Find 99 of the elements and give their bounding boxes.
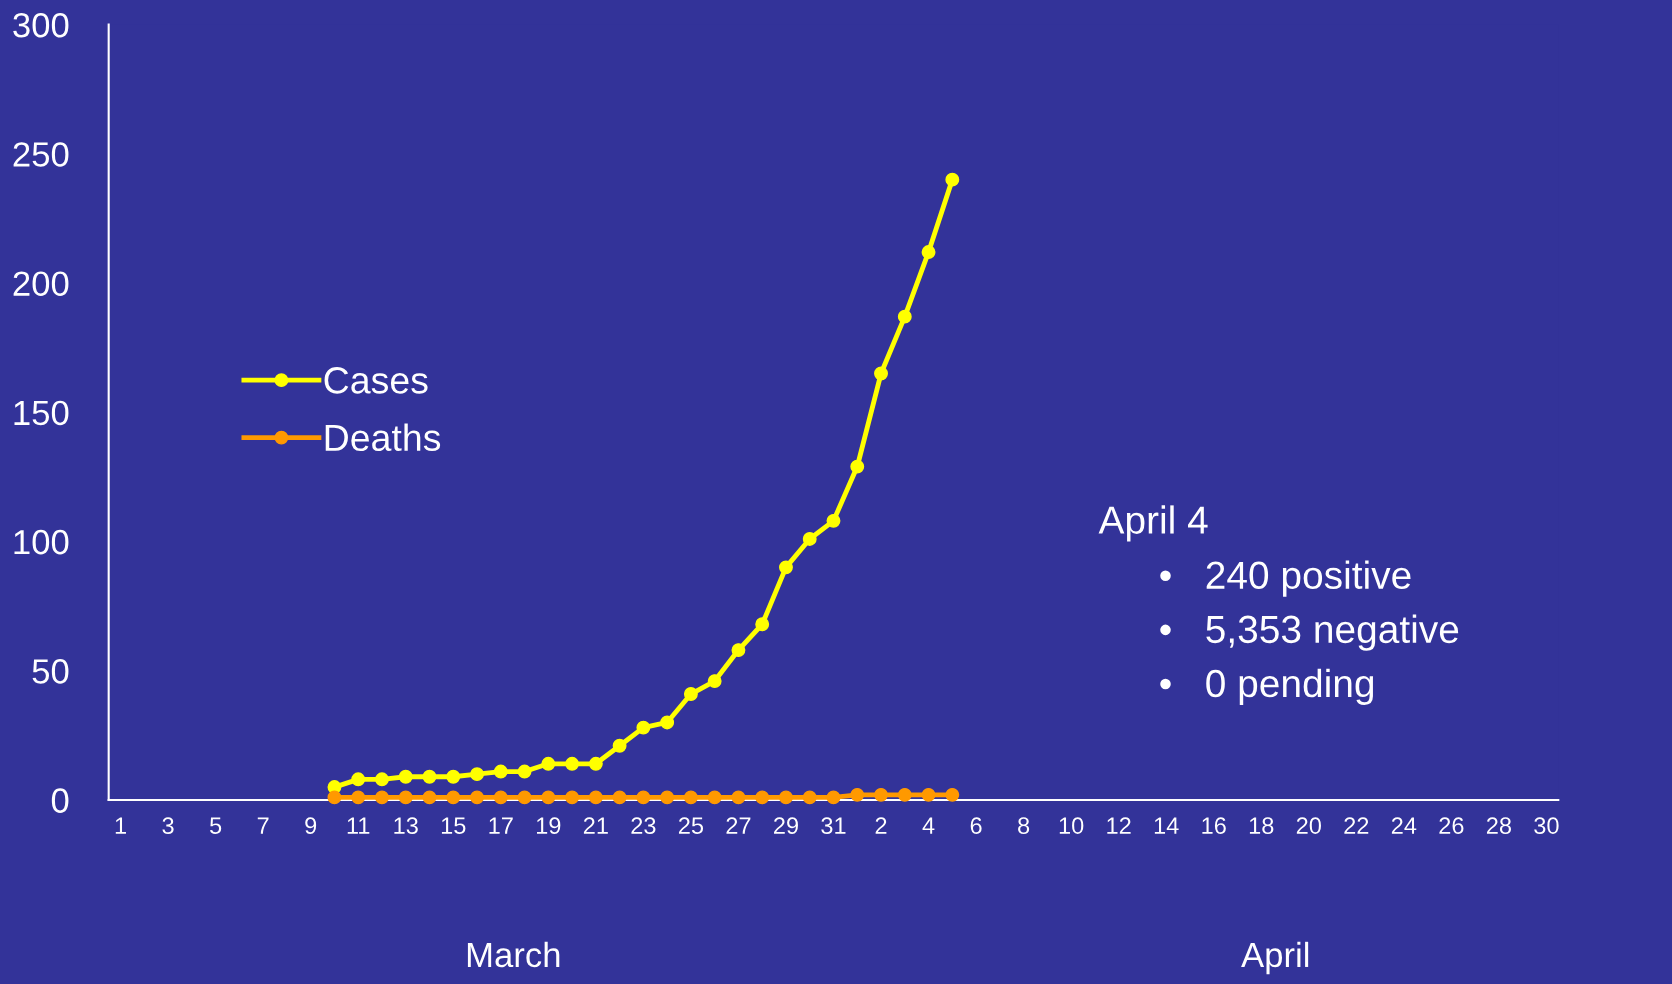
y-tick-label: 50 xyxy=(32,659,69,684)
point xyxy=(660,790,675,805)
x-tick-label: 8 xyxy=(1018,817,1030,834)
y-tick-label: 100 xyxy=(14,529,69,555)
x-tick-label: 22 xyxy=(1344,817,1369,834)
point xyxy=(897,309,912,324)
x-tick-label: 15 xyxy=(441,817,466,834)
point xyxy=(612,790,627,805)
point xyxy=(850,787,865,802)
point xyxy=(802,790,817,805)
x-tick-label: 3 xyxy=(162,817,174,834)
x-tick-label: 21 xyxy=(583,817,608,834)
x-tick-label: 27 xyxy=(726,817,751,834)
point xyxy=(826,790,841,805)
x-tick-label: 9 xyxy=(305,817,317,834)
x-tick-label: 14 xyxy=(1154,817,1179,834)
y-tick-label: 300 xyxy=(13,12,69,38)
x-tick-label: 1 xyxy=(115,817,126,834)
point xyxy=(541,756,556,771)
point xyxy=(422,790,437,805)
y-tick-label: 0 xyxy=(51,788,69,813)
x-tick-label: 13 xyxy=(394,817,418,834)
x-tick-label: 23 xyxy=(631,817,656,834)
x-tick-label: 17 xyxy=(489,817,513,834)
x-tick-label: 24 xyxy=(1391,817,1417,834)
point xyxy=(588,790,603,805)
y-tick-label: 250 xyxy=(13,142,69,167)
point xyxy=(517,790,532,805)
point xyxy=(375,790,389,805)
x-tick-label: 10 xyxy=(1059,817,1084,834)
x-tick-label: 7 xyxy=(257,817,269,834)
point xyxy=(446,769,461,784)
x-tick-label: 18 xyxy=(1249,817,1274,834)
legend-label: Deaths xyxy=(325,423,441,452)
point xyxy=(826,513,841,528)
x-tick-label: 26 xyxy=(1439,817,1464,834)
y-tick-label: 150 xyxy=(14,400,69,426)
annotation: • 0 pending xyxy=(1160,668,1374,705)
point xyxy=(636,790,651,805)
point xyxy=(398,790,413,805)
point xyxy=(565,790,580,805)
x-tick-label: 30 xyxy=(1534,817,1559,834)
text: March xyxy=(467,941,560,968)
point xyxy=(707,674,722,689)
point xyxy=(683,790,698,805)
point xyxy=(327,790,342,805)
annotation: • 240 positive xyxy=(1160,560,1411,597)
point xyxy=(612,738,627,753)
point xyxy=(565,756,580,771)
point xyxy=(707,790,722,805)
point xyxy=(874,366,888,381)
x-tick-label: 31 xyxy=(821,817,846,834)
x-tick-label: 16 xyxy=(1202,817,1226,834)
x-tick-label: 6 xyxy=(970,817,982,834)
point xyxy=(683,687,698,701)
point xyxy=(541,790,556,805)
point xyxy=(636,720,651,735)
x-tick-label: 28 xyxy=(1486,817,1511,834)
point xyxy=(446,790,461,805)
x-tick-label: 12 xyxy=(1107,817,1131,834)
x-tick-label: 11 xyxy=(347,817,370,834)
point xyxy=(802,531,817,546)
point xyxy=(921,245,936,259)
text: April xyxy=(1241,941,1309,975)
y-tick-label: 200 xyxy=(13,271,69,296)
point xyxy=(755,617,770,632)
point xyxy=(398,769,413,784)
point xyxy=(945,172,960,187)
x-tick-label: 19 xyxy=(536,817,561,834)
point xyxy=(779,560,793,575)
x-tick-label: 29 xyxy=(774,817,798,834)
point xyxy=(493,764,508,779)
point xyxy=(755,790,770,805)
x-tick-label: 2 xyxy=(875,817,887,834)
point xyxy=(921,787,936,802)
point xyxy=(517,764,532,779)
x-tick-label: 20 xyxy=(1296,817,1321,834)
point xyxy=(470,767,484,782)
x-tick-label: 25 xyxy=(678,817,704,834)
point xyxy=(731,790,746,805)
point xyxy=(375,772,389,787)
point xyxy=(779,790,793,805)
point xyxy=(422,769,437,784)
x-tick-label: 5 xyxy=(210,817,222,834)
legend-label: Cases xyxy=(324,367,428,394)
point xyxy=(897,787,912,802)
x-tick-label: 4 xyxy=(922,817,935,834)
point xyxy=(660,715,675,730)
annotation: April 4 xyxy=(1098,505,1208,542)
point xyxy=(850,459,865,474)
point xyxy=(493,790,508,805)
point xyxy=(588,756,603,771)
point xyxy=(731,643,746,658)
point xyxy=(351,772,366,787)
point xyxy=(945,787,960,802)
point xyxy=(470,790,484,805)
point xyxy=(351,790,366,805)
point xyxy=(874,787,888,802)
annotation: • 5,353 negative xyxy=(1160,614,1459,651)
